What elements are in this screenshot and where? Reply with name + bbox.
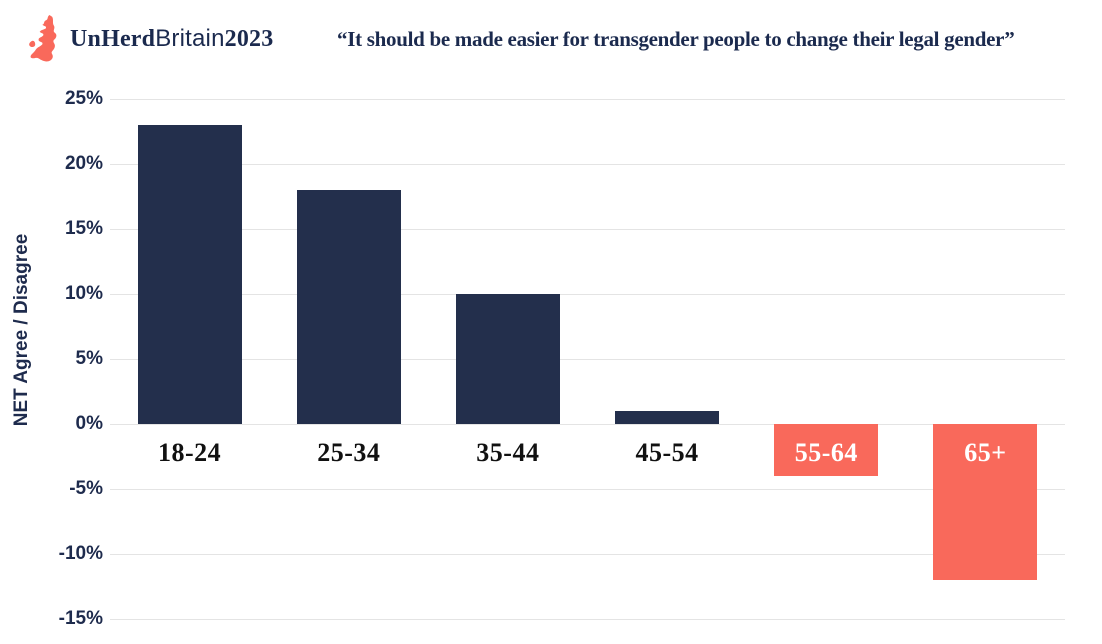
bar-55-64 [774,424,879,476]
gridline-10 [110,294,1065,295]
gridline-0 [110,424,1065,425]
bar-18-24 [137,125,242,424]
bar-label-25-34: 25-34 [317,438,381,467]
y-axis-title: NET Agree / Disagree [11,233,32,427]
gridline-25 [110,99,1065,100]
plot-area: 18-24 25-34 35-44 45-54 55-64 65+ [110,99,1065,620]
gridline--10 [110,554,1065,555]
bar-label-45-54: 45-54 [635,438,699,467]
gridline-15 [110,229,1065,230]
header: UnHerdBritain2023 “It should be made eas… [0,0,1102,78]
y-tick-label-25: 25% [64,88,103,109]
y-tick-label-5: 5% [75,348,103,369]
bar-label-55-64: 55-64 [794,438,858,467]
gridline-5 [110,359,1065,360]
y-tick-label--15: -15% [58,608,103,629]
britain-map-icon [27,15,63,63]
logo-brand-light: Britain [155,25,225,52]
bar-label-35-44: 35-44 [476,438,540,467]
gridline--15 [110,619,1065,620]
bar-label-18-24: 18-24 [158,438,222,467]
chart-title: “It should be made easier for transgende… [337,26,1015,51]
bar-25-34 [296,190,401,424]
y-tick-label-20: 20% [64,153,103,174]
y-tick-label-0: 0% [75,413,103,434]
gridline--5 [110,489,1065,490]
y-tick-label-15: 15% [64,218,103,239]
bar-65+ [933,424,1038,580]
y-tick-label--10: -10% [58,543,103,564]
gridline-20 [110,164,1065,165]
y-tick-label--5: -5% [69,478,103,499]
logo-text: UnHerdBritain2023 [70,25,273,53]
logo-year: 2023 [224,26,274,52]
y-tick-label-10: 10% [64,283,103,304]
bar-35-44 [455,294,560,424]
unherd-britain-logo: UnHerdBritain2023 [27,15,273,63]
logo-brand-bold: UnHerd [70,26,156,52]
bar-label-65+: 65+ [964,438,1007,467]
bar-45-54 [615,411,720,424]
